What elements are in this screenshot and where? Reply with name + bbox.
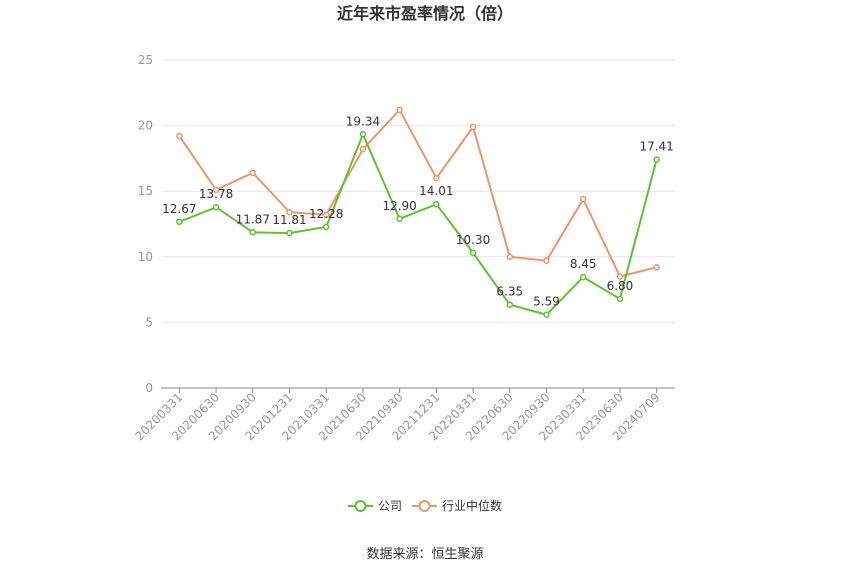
data-label: 11.87 xyxy=(236,212,270,226)
data-point[interactable] xyxy=(359,145,367,153)
y-tick-label: 10 xyxy=(138,250,153,264)
data-label: 19.34 xyxy=(346,114,380,128)
data-label: 17.41 xyxy=(639,140,673,154)
data-source: 数据来源：恒生聚源 xyxy=(366,547,483,562)
series-company xyxy=(176,131,660,318)
y-tick-label: 25 xyxy=(138,53,153,67)
data-label: 8.45 xyxy=(570,257,597,271)
data-point[interactable] xyxy=(176,218,183,226)
series xyxy=(176,106,660,318)
data-point[interactable] xyxy=(359,131,367,138)
data-label: 10.30 xyxy=(456,233,490,247)
data-point[interactable] xyxy=(469,249,477,257)
data-point[interactable] xyxy=(286,229,293,237)
data-point[interactable] xyxy=(616,273,624,280)
legend-label: 公司 xyxy=(378,499,402,513)
series-industry-median xyxy=(176,106,660,280)
y-axis: 0 5 10 15 20 25 xyxy=(138,53,153,395)
data-point[interactable] xyxy=(433,174,440,182)
y-tick-label: 20 xyxy=(138,119,153,133)
data-point[interactable] xyxy=(212,203,220,211)
data-label: 5.59 xyxy=(533,295,560,309)
data-point[interactable] xyxy=(579,195,587,203)
legend[interactable]: 公司 行业中位数 xyxy=(348,498,502,513)
data-label: 6.80 xyxy=(607,279,634,293)
data-point[interactable] xyxy=(543,311,550,318)
data-label: 11.81 xyxy=(272,213,306,227)
series-line xyxy=(178,108,657,278)
series-line xyxy=(179,131,658,316)
data-point[interactable] xyxy=(579,273,587,281)
data-point[interactable] xyxy=(653,156,660,163)
data-label: 12.90 xyxy=(382,199,416,213)
y-tick-label: 0 xyxy=(145,381,153,395)
data-point[interactable] xyxy=(396,106,403,114)
data-point[interactable] xyxy=(653,264,660,271)
data-point[interactable] xyxy=(506,253,514,261)
legend-item-industry-median[interactable]: 行业中位数 xyxy=(412,498,502,513)
data-point[interactable] xyxy=(176,132,183,140)
legend-label: 行业中位数 xyxy=(442,498,502,513)
data-label: 6.35 xyxy=(496,285,523,299)
y-tick-label: 15 xyxy=(138,184,153,198)
data-point[interactable] xyxy=(469,123,477,131)
data-point[interactable] xyxy=(506,301,514,308)
chart-title: 近年来市盈率情况（倍） xyxy=(337,4,513,23)
legend-item-company[interactable]: 公司 xyxy=(348,499,402,513)
data-point[interactable] xyxy=(249,169,257,177)
data-point[interactable] xyxy=(322,223,330,231)
data-point[interactable] xyxy=(543,257,550,264)
data-point[interactable] xyxy=(212,186,220,194)
grid xyxy=(161,59,675,323)
data-label: 14.01 xyxy=(419,184,453,198)
data-point[interactable] xyxy=(433,200,440,208)
legend-marker xyxy=(418,500,431,512)
y-tick-label: 5 xyxy=(145,315,153,329)
data-label: 12.67 xyxy=(162,202,196,216)
data-label: 13.78 xyxy=(199,187,233,201)
legend-marker xyxy=(354,500,367,512)
data-point[interactable] xyxy=(249,229,257,236)
data-point[interactable] xyxy=(286,208,293,216)
data-label: 12.28 xyxy=(309,207,343,221)
data-point[interactable] xyxy=(396,215,403,223)
x-axis: 2020033120200630202009302020123120210331… xyxy=(132,387,675,443)
data-point[interactable] xyxy=(616,295,624,303)
data-point[interactable] xyxy=(322,211,330,219)
